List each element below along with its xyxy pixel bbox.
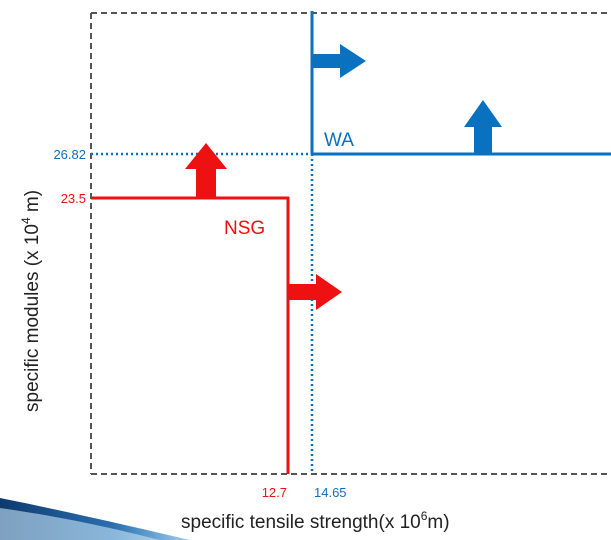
plot-frame (90, 12, 611, 475)
y-axis-label-main: specific modules (x 10 (22, 224, 43, 412)
x-tick-wa: 14.65 (314, 485, 347, 500)
nsg-up-arrow (185, 143, 227, 197)
x-axis-label-tail: m) (427, 512, 449, 533)
wa-right-arrow (313, 44, 366, 78)
x-axis-label: specific tensile strength(x 106m) (181, 509, 450, 533)
x-axis-label-sup: 6 (421, 509, 428, 523)
y-tick-nsg: 23.5 (61, 191, 86, 206)
nsg-right-arrow (289, 274, 342, 310)
x-tick-nsg: 12.7 (262, 485, 287, 500)
x-axis-label-main: specific tensile strength(x 10 (181, 512, 421, 533)
nsg-boundary (91, 196, 290, 474)
decorative-swoosh-highlight (0, 508, 160, 540)
y-tick-wa: 26.82 (53, 147, 86, 162)
wa-up-arrow (464, 100, 502, 153)
series-label-nsg: NSG (224, 218, 265, 239)
y-axis-label-sup: 4 (19, 217, 33, 224)
series-label-wa: WA (324, 130, 354, 151)
wa-boundary (310, 11, 611, 156)
y-axis-label-tail: m) (22, 190, 43, 217)
y-axis-label: specific modules (x 104 m) (19, 190, 43, 412)
